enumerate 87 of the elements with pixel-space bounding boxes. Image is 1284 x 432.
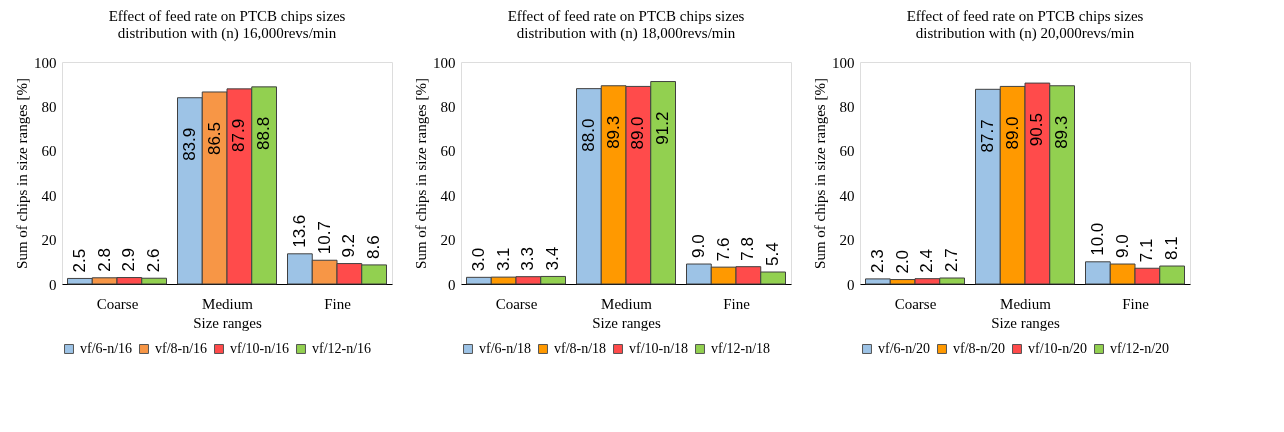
data-label: 8.6: [364, 235, 384, 259]
legend-label: vf/10-n/20: [1028, 341, 1088, 356]
data-label: 5.4: [763, 242, 783, 267]
data-label: 7.6: [713, 237, 733, 262]
data-label: 3.1: [493, 247, 513, 272]
data-label: 2.5: [69, 248, 89, 273]
x-tick-label: Fine: [324, 295, 352, 312]
y-tick-label: 100: [433, 54, 456, 71]
data-label: 8.1: [1162, 236, 1182, 261]
x-axis-title: Size ranges: [991, 314, 1061, 331]
y-tick-label: 100: [34, 54, 57, 71]
data-label: 3.3: [518, 247, 538, 271]
data-label: 2.6: [144, 248, 164, 273]
x-tick-label: Fine: [1122, 295, 1150, 312]
data-label: 13.6: [289, 214, 309, 248]
y-axis-title: Sum of chips in size ranges [%]: [812, 78, 828, 269]
y-tick-label: 20: [41, 232, 57, 249]
legend-label: vf/8-n/18: [554, 341, 607, 356]
data-label: 3.4: [543, 246, 563, 271]
x-tick-label: Coarse: [495, 295, 538, 312]
data-label: 89.0: [628, 116, 648, 150]
text: Effect of feed rate on PTCB chips sizes: [906, 8, 1144, 24]
y-tick-label: 20: [839, 232, 855, 249]
data-label: 7.8: [738, 237, 758, 261]
y-axis-title: Sum of chips in size ranges [%]: [14, 78, 30, 269]
data-label: 9.2: [339, 233, 359, 258]
x-axis-title: Size ranges: [193, 314, 263, 331]
legend-label: vf/6-n/20: [878, 341, 931, 356]
y-tick-label: 80: [839, 98, 855, 115]
y-axis-title: Sum of chips in size ranges [%]: [413, 78, 429, 269]
y-tick-label: 40: [41, 187, 57, 204]
data-label: 89.3: [603, 115, 623, 149]
y-tick-label: 60: [839, 143, 855, 160]
x-tick-label: Medium: [202, 295, 254, 312]
data-label: 88.8: [254, 116, 274, 150]
x-tick-label: Coarse: [894, 295, 937, 312]
y-tick-label: 40: [440, 187, 456, 204]
legend-label: vf/8-n/20: [953, 341, 1006, 356]
data-label: 10.7: [314, 221, 334, 255]
data-label: 7.1: [1137, 238, 1157, 263]
data-label: 10.0: [1087, 222, 1107, 256]
x-tick-label: Fine: [723, 295, 751, 312]
y-tick-label: 60: [41, 143, 57, 160]
data-label: 9.0: [1112, 234, 1132, 259]
x-tick-label: Coarse: [96, 295, 139, 312]
data-label: 89.3: [1052, 115, 1072, 149]
legend-label: vf/12-n/20: [1110, 341, 1170, 356]
x-tick-label: Medium: [601, 295, 653, 312]
x-tick-label: Medium: [1000, 295, 1052, 312]
data-label: 2.9: [119, 247, 139, 272]
text: Effect of feed rate on PTCB chips sizes: [507, 8, 745, 24]
text: distribution with (n) 18,000revs/min: [516, 25, 736, 41]
y-tick-label: 0: [49, 276, 57, 293]
y-tick-label: 0: [847, 276, 855, 293]
data-label: 89.0: [1002, 116, 1022, 150]
data-label: 2.7: [942, 248, 962, 273]
text: Effect of feed rate on PTCB chips sizes: [108, 8, 346, 24]
x-axis-title: Size ranges: [592, 314, 662, 331]
text: distribution with (n) 16,000revs/min: [117, 25, 337, 41]
data-label: 91.2: [653, 111, 673, 145]
data-label: 88.0: [578, 118, 598, 152]
y-tick-label: 60: [440, 143, 456, 160]
y-tick-label: 40: [839, 187, 855, 204]
y-tick-label: 80: [440, 98, 456, 115]
data-label: 2.3: [867, 249, 887, 273]
legend-label: vf/6-n/18: [479, 341, 532, 356]
y-tick-label: 0: [448, 276, 456, 293]
data-label: 2.0: [892, 249, 912, 274]
data-label: 87.9: [229, 118, 249, 152]
text: distribution with (n) 20,000revs/min: [915, 25, 1135, 41]
data-label: 90.5: [1027, 113, 1047, 147]
legend-label: vf/6-n/16: [80, 341, 133, 356]
data-label: 83.9: [179, 127, 199, 161]
y-tick-label: 100: [832, 54, 855, 71]
legend-label: vf/8-n/16: [155, 341, 208, 356]
legend-label: vf/10-n/16: [230, 341, 290, 356]
data-label: 9.0: [688, 234, 708, 259]
data-label: 86.5: [204, 121, 224, 156]
data-label: 87.7: [977, 119, 997, 153]
y-tick-label: 20: [440, 232, 456, 249]
data-label: 3.0: [468, 247, 488, 272]
legend-label: vf/12-n/18: [711, 341, 771, 356]
legend-label: vf/10-n/18: [629, 341, 689, 356]
legend-label: vf/12-n/16: [312, 341, 372, 356]
data-label: 2.8: [94, 248, 114, 272]
data-label: 2.4: [917, 249, 937, 273]
y-tick-label: 80: [41, 98, 57, 115]
